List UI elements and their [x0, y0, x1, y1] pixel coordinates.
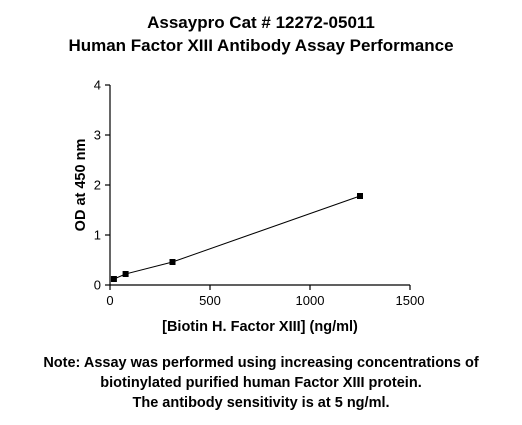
y-tick-label: 4 — [94, 78, 101, 93]
chart-title-line-1: Assaypro Cat # 12272-05011 — [147, 13, 375, 32]
note-line-3: The antibody sensitivity is at 5 ng/ml. — [132, 395, 390, 411]
y-tick-label: 0 — [94, 278, 101, 293]
chart-title-line-2: Human Factor XIII Antibody Assay Perform… — [68, 36, 454, 55]
y-tick-label: 2 — [94, 178, 101, 193]
x-tick-label: 500 — [199, 293, 221, 308]
data-point — [169, 259, 176, 265]
x-tick-label: 1000 — [296, 293, 325, 308]
x-tick-label: 0 — [106, 293, 113, 308]
note-line-2: biotinylated purified human Factor XIII … — [100, 375, 422, 391]
x-axis-label: [Biotin H. Factor XIII] (ng/ml) — [162, 319, 358, 335]
y-tick-label: 1 — [94, 228, 101, 243]
y-tick-label: 3 — [94, 128, 101, 143]
data-point — [357, 193, 363, 199]
x-tick-label: 1500 — [396, 293, 425, 308]
y-axis-label: OD at 450 nm — [73, 139, 89, 232]
series-line — [113, 195, 361, 280]
data-point — [122, 271, 129, 277]
series-group — [110, 193, 363, 282]
note-line-1: Note: Assay was performed using increasi… — [43, 355, 479, 371]
data-point — [110, 276, 117, 282]
axes: 0 500 1000 1500 0 1 2 3 4 — [94, 78, 425, 309]
